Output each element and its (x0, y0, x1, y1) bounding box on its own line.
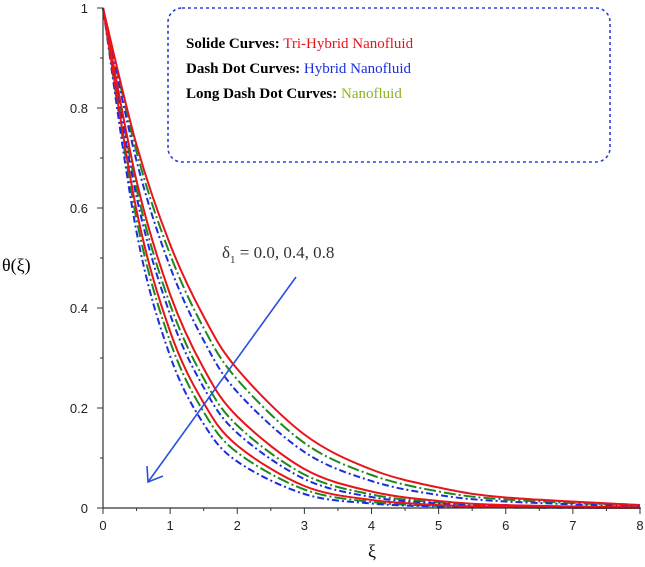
x-tick-label: 5 (435, 518, 442, 533)
series-line-tri (102, 7, 641, 509)
direction-arrow (146, 276, 297, 484)
delta-annotation: δ1 = 0.0, 0.4, 0.8 (222, 243, 334, 266)
series-line-nano (102, 7, 641, 507)
x-tick-label: 6 (502, 518, 509, 533)
y-tick-label: 0.8 (70, 101, 88, 116)
series-line-hybrid (102, 7, 641, 508)
legend: Solide Curves: Tri-Hybrid Nanofluid Dash… (186, 36, 414, 102)
y-tick-label: 0.4 (70, 301, 88, 316)
y-tick-label: 0.6 (70, 201, 88, 216)
x-tick-label: 4 (368, 518, 375, 533)
series-line-hybrid (102, 7, 641, 509)
curves (102, 7, 641, 509)
x-tick-label: 7 (569, 518, 576, 533)
legend-entry-2: Long Dash Dot Curves: Nanofluid (186, 86, 402, 102)
series-line-tri (102, 7, 641, 509)
x-tick-label: 0 (99, 518, 106, 533)
legend-entry-1: Dash Dot Curves: Hybrid Nanofluid (186, 61, 411, 77)
y-tick-label: 1 (81, 1, 88, 16)
x-axis-label: ξ (368, 541, 376, 561)
x-tick-label: 1 (167, 518, 174, 533)
x-tick-label: 3 (301, 518, 308, 533)
series-line-tri (102, 7, 641, 506)
x-tick-label: 2 (234, 518, 241, 533)
y-tick-label: 0 (81, 501, 88, 516)
y-tick-label: 0.2 (70, 401, 88, 416)
y-axis-label: θ(ξ) (2, 255, 31, 276)
x-tick-label: 8 (636, 518, 643, 533)
legend-entry-0: Solide Curves: Tri-Hybrid Nanofluid (186, 36, 414, 52)
ticks: 0 1 2 3 4 5 6 7 8 0 0.2 0.4 0.6 0.8 1 (70, 1, 644, 533)
legend-box (167, 7, 611, 163)
